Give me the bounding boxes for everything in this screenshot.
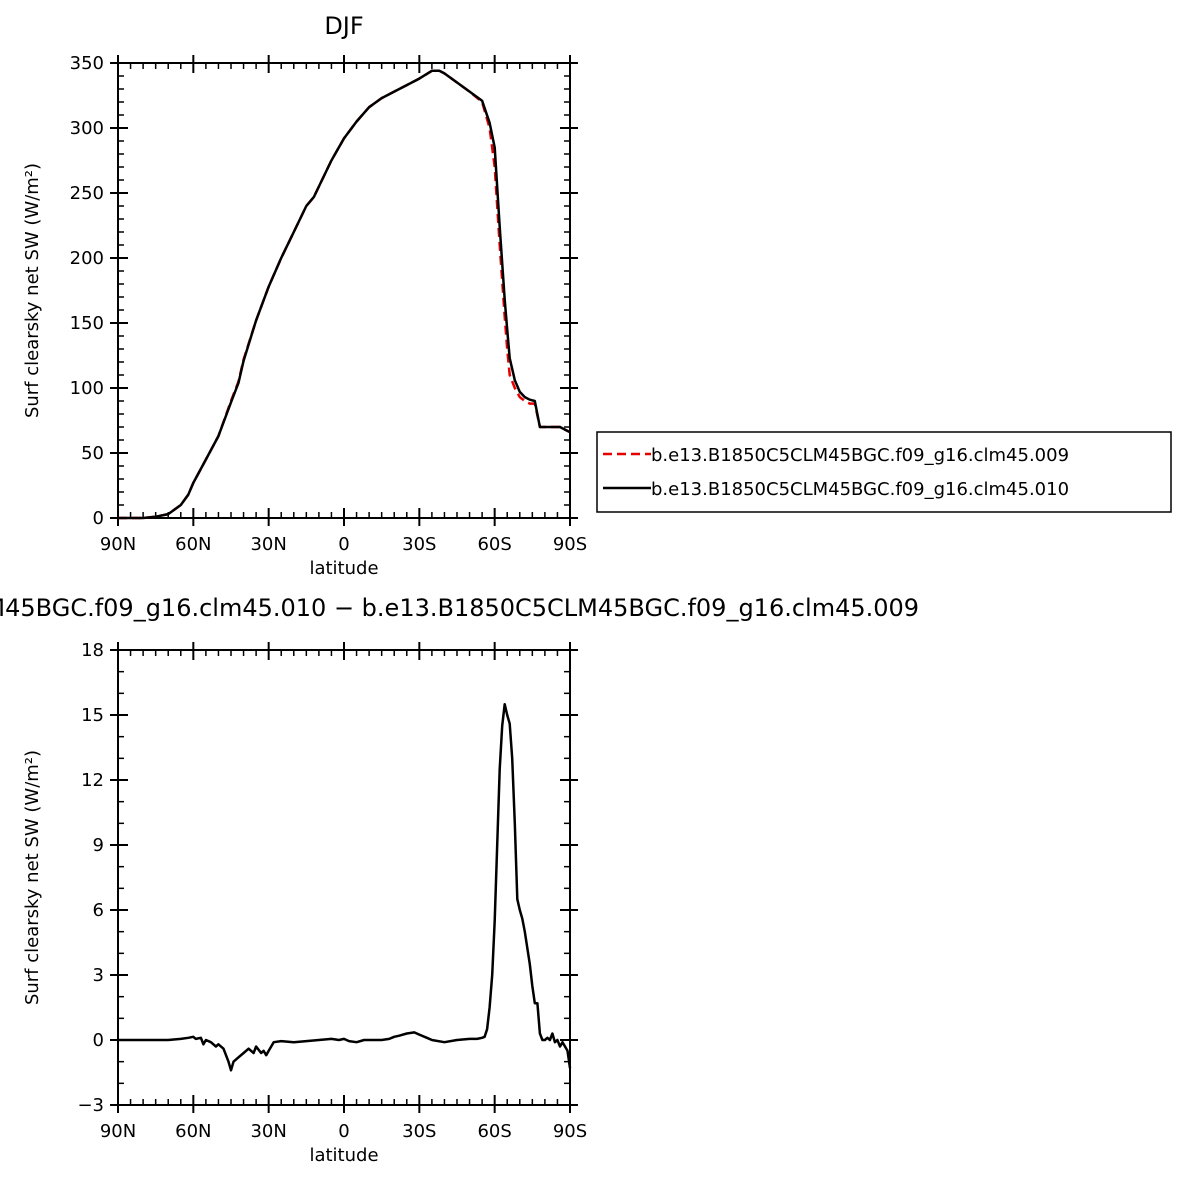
y-tick-label: 3 — [93, 965, 104, 986]
x-axis-label: latitude — [309, 1145, 378, 1166]
y-tick-label: 18 — [81, 640, 104, 661]
x-tick-label: 90N — [100, 534, 136, 555]
y-tick-label: 100 — [70, 378, 104, 399]
x-tick-label: 30S — [402, 534, 436, 555]
y-tick-label: 6 — [93, 900, 104, 921]
x-tick-label: 30S — [402, 1121, 436, 1142]
y-tick-label: 0 — [93, 1030, 104, 1051]
x-tick-label: 30N — [250, 534, 286, 555]
y-tick-label: 250 — [70, 183, 104, 204]
y-tick-label: 50 — [81, 443, 104, 464]
legend-box — [596, 431, 1172, 513]
legend: b.e13.B1850C5CLM45BGC.f09_g16.clm45.009b… — [596, 431, 1172, 513]
chart-title: DJF — [324, 12, 363, 40]
x-tick-label: 90S — [553, 534, 587, 555]
series-line-1 — [118, 702, 572, 1072]
y-tick-label: 150 — [70, 313, 104, 334]
y-tick-label: 12 — [81, 770, 104, 791]
difference-panel: b.e13.B1850C5CLM45BGC.f09_g16.clm45.010 … — [0, 594, 919, 1166]
y-tick-label: 15 — [81, 705, 104, 726]
x-axis-label: latitude — [309, 558, 378, 579]
top-panel: DJF 90N 60N 30N 0 30S 60S 90S 0 50 100 150 200 250 300… — [22, 12, 1172, 579]
x-tick-label: 60S — [477, 534, 511, 555]
y-axis-label: Surf clearsky net SW (W/m²) — [22, 750, 43, 1005]
series-line-2 — [118, 69, 571, 520]
chart-title: b.e13.B1850C5CLM45BGC.f09_g16.clm45.010 … — [0, 594, 919, 622]
y-tick-label: 9 — [93, 835, 104, 856]
y-tick-label: 350 — [70, 53, 104, 74]
x-tick-label: 0 — [338, 1121, 349, 1142]
x-tick-label: 0 — [338, 534, 349, 555]
y-tick-label: −3 — [77, 1095, 104, 1116]
x-tick-label: 90N — [100, 1121, 136, 1142]
x-tick-label: 60N — [175, 534, 211, 555]
y-tick-label: 0 — [93, 508, 104, 529]
x-tick-label: 30N — [250, 1121, 286, 1142]
y-axis-label: Surf clearsky net SW (W/m²) — [22, 163, 43, 418]
x-tick-label: 60S — [477, 1121, 511, 1142]
y-tick-label: 300 — [70, 118, 104, 139]
y-tick-label: 200 — [70, 248, 104, 269]
legend-label-1: b.e13.B1850C5CLM45BGC.f09_g16.clm45.009 — [651, 445, 1069, 466]
x-tick-label: 90S — [553, 1121, 587, 1142]
legend-label-2: b.e13.B1850C5CLM45BGC.f09_g16.clm45.010 — [651, 479, 1069, 500]
x-tick-label: 60N — [175, 1121, 211, 1142]
